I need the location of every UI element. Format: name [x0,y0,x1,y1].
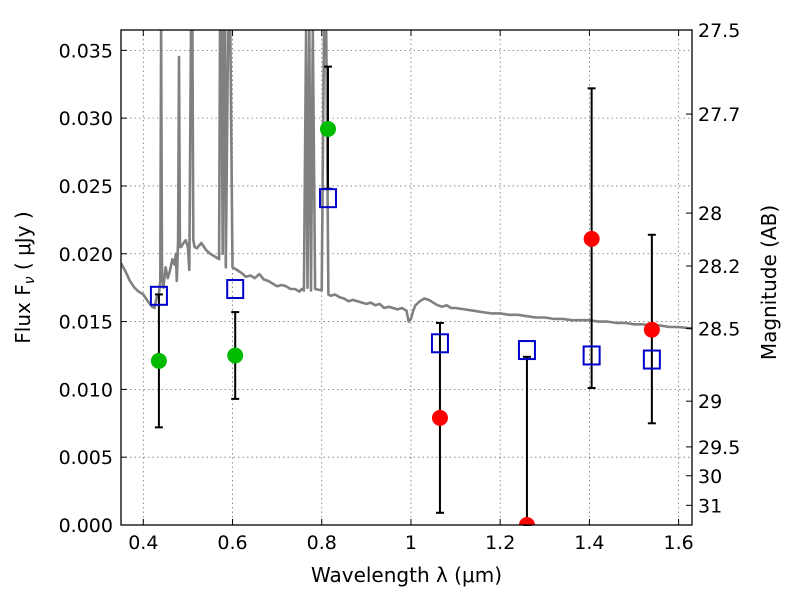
y-axis-label-unit: ( μJy ) [11,211,35,276]
model-flux-box [149,285,168,306]
red-data-point [643,321,660,338]
red-data-point [583,230,600,247]
x-tick-label: 1.6 [664,532,694,554]
model-spectrum [121,30,692,330]
y-tick-label: 0.035 [59,40,113,62]
x-tick-label: 1 [405,532,417,554]
y-tick-label: 0.000 [59,515,113,537]
model-flux-box [226,279,245,300]
x-tick-label: 1.4 [574,532,604,554]
y2-tick-label: 28.2 [698,256,740,278]
model-spectrum-line [121,30,692,330]
model-flux-box [582,345,601,366]
y-tick-label: 0.005 [59,447,113,469]
y-tick-label: 0.020 [59,244,113,266]
x-tick-label: 1.2 [485,532,515,554]
x-tick-label: 0.6 [217,532,247,554]
grid-lines [121,30,692,526]
red-data-point [431,409,448,426]
x-axis-label: Wavelength λ (μm) [311,563,502,587]
y2-tick-label: 30 [698,466,722,488]
model-flux-box [517,340,536,361]
y-tick-label: 0.025 [59,176,113,198]
y-axis-label-main: Flux F [11,284,35,343]
y-axis-label: Flux Fν ( μJy ) [11,211,38,343]
y2-axis-label: Magnitude (AB) [757,205,781,360]
y2-tick-label: 31 [698,495,722,517]
y-tick-label: 0.030 [59,108,113,130]
x-tick-label: 0.4 [128,532,158,554]
plot-frame [120,29,693,526]
y2-tick-label: 29.5 [698,437,740,459]
green-data-point [227,347,244,364]
green-data-point [319,121,336,137]
x-tick-label: 0.8 [307,532,337,554]
y2-tick-label: 28.5 [698,318,740,340]
model-flux-box [642,349,661,370]
axis-ticks: 0.4 0.6 0.8 1 1.2 1.4 1.6 0.000 0.005 0.010 0.015 0… [59,20,741,554]
red-data-point [518,517,535,525]
y2-tick-label: 27.5 [698,20,740,42]
y2-tick-label: 28 [698,203,722,225]
y2-tick-label: 29 [698,391,722,413]
y2-tick-label: 27.7 [698,104,740,126]
y-tick-label: 0.015 [59,312,113,334]
data-markers [149,121,661,525]
green-data-point [150,352,167,369]
y-tick-label: 0.010 [59,379,113,401]
model-flux-box [430,333,449,354]
model-flux-box [318,188,337,209]
y-axis-label-subscript: ν [22,276,38,284]
